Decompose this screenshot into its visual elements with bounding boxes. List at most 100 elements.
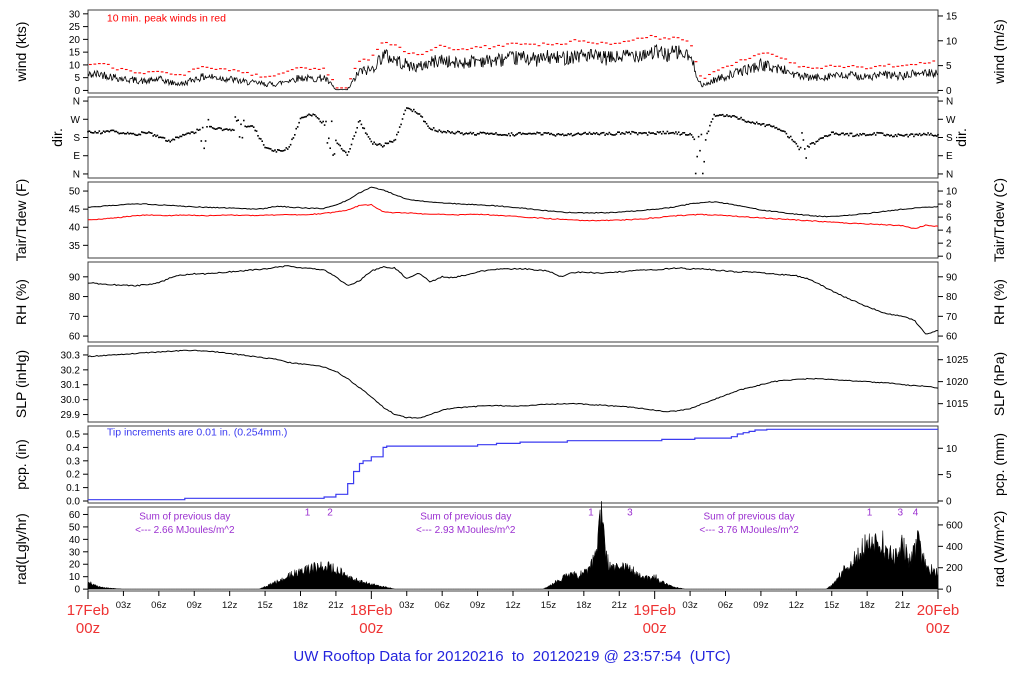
wind-dir-dot xyxy=(543,132,545,134)
time-axis: 03z 06z 09z 12z 15z 18z 21z 03z 06z 09z 12z 15z 18z 2… xyxy=(67,591,959,637)
wind-dir-dot xyxy=(745,121,748,123)
wind-dir-dot xyxy=(162,136,164,139)
y-tick-label-left: 0.5 xyxy=(66,430,80,441)
wind-dir-dot xyxy=(852,135,854,138)
x-day-label-1: 18Feb xyxy=(350,602,393,619)
wind-dir-dot xyxy=(152,135,154,137)
wind-dir-dot xyxy=(782,130,785,132)
wind-dir-dot xyxy=(373,141,375,144)
y-tick-label-right: 15 xyxy=(946,11,958,22)
wind-dir-dot xyxy=(927,132,929,134)
wind-dir-dot xyxy=(683,132,686,134)
wind-dir-dot xyxy=(506,134,509,137)
wind-dir-dot xyxy=(527,132,530,135)
wind-dir-dot xyxy=(459,132,462,135)
wind-dir-dot xyxy=(303,116,306,118)
wind-dir-dot xyxy=(298,121,300,124)
wind-dir-dot xyxy=(686,134,688,136)
wind-dir-dot xyxy=(309,114,312,116)
wind-dir-dot xyxy=(580,133,582,136)
wind-dir-dot xyxy=(356,127,358,129)
wind-dir-dot xyxy=(386,142,388,145)
axis-title-left-pcp: pcp. (in) xyxy=(13,439,29,490)
wind-dir-dot xyxy=(632,131,635,133)
series-Tdew_F xyxy=(87,203,939,229)
wind-dir-dot xyxy=(458,131,460,133)
wind-dir-dot xyxy=(332,154,334,156)
wind-dir-dot xyxy=(597,133,599,135)
wind-dir-dot xyxy=(757,123,759,125)
wind-dir-dot xyxy=(126,131,129,134)
y-tick-label-left: 0.2 xyxy=(66,470,80,481)
wind-dir-dot xyxy=(634,131,636,134)
wind-dir-dot xyxy=(556,133,558,136)
wind-dir-dot xyxy=(158,136,160,139)
wind-dir-dot xyxy=(169,141,171,143)
y-tick-label-left: 0 xyxy=(74,86,80,97)
wind-dir-dot xyxy=(306,114,309,117)
wind-dir-dot xyxy=(772,125,775,128)
y-tick-label-left: 30.0 xyxy=(61,395,81,406)
wind-dir-dot xyxy=(767,124,769,126)
wind-dir-dot xyxy=(360,123,363,126)
wind-dir-dot xyxy=(823,135,826,137)
y-tick-label-left: 30 xyxy=(69,9,81,20)
wind-dir-dot xyxy=(549,133,551,136)
y-tick-label-right: 400 xyxy=(946,542,963,553)
wind-dir-dot xyxy=(843,133,846,136)
wind-dir-dot xyxy=(413,108,415,111)
y-tick-label-right: 600 xyxy=(946,520,963,531)
wind-dir-dot xyxy=(571,134,574,137)
wind-dir-dot xyxy=(448,131,451,133)
wind-dir-dot xyxy=(595,132,598,134)
wind-dir-dot xyxy=(581,133,584,135)
wind-dir-dot xyxy=(700,133,703,136)
wind-dir-dot xyxy=(762,123,765,125)
y-tick-label-left: 40 xyxy=(69,223,81,234)
y-tick-label-left: 60 xyxy=(69,332,81,343)
wind-dir-dot xyxy=(353,135,356,137)
wind-dir-dot xyxy=(141,131,143,133)
wind-dir-dot xyxy=(653,133,656,135)
wind-dir-dot xyxy=(836,133,839,135)
wind-dir-dot xyxy=(299,117,302,120)
rad-marker-5: 3 xyxy=(897,508,903,519)
wind-dir-dot xyxy=(90,131,92,134)
panel-slp: 29.9 30.0 30.1 30.2 30.3 1015 1020 1025 SLP (inH… xyxy=(13,345,1007,423)
wind-dir-dot xyxy=(802,139,805,141)
wind-dir-dot xyxy=(486,132,489,134)
wind-dir-dot xyxy=(741,118,744,121)
axis-title-right-wind: wind (m/s) xyxy=(991,19,1007,85)
wind-dir-dot xyxy=(440,130,442,133)
wind-dir-dot xyxy=(183,134,186,136)
wind-dir-dot xyxy=(142,131,145,134)
wind-dir-dot xyxy=(719,114,721,116)
wind-dir-dot xyxy=(727,115,730,118)
wind-dir-dot xyxy=(267,147,269,149)
wind-dir-dot xyxy=(475,134,477,136)
wind-dir-dot xyxy=(406,107,408,109)
x-tick-label-minor: 09z xyxy=(470,600,486,611)
wind-dir-dot xyxy=(343,150,346,152)
wind-dir-dot xyxy=(177,136,180,139)
x-tick-label-minor: 15z xyxy=(541,600,557,611)
wind-dir-dot xyxy=(129,132,132,135)
wind-dir-dot xyxy=(934,134,936,137)
wind-dir-dot xyxy=(699,149,701,152)
wind-dir-dot xyxy=(598,133,601,136)
wind-dir-dot xyxy=(218,127,221,129)
rad-sum-value-2: <--- 3.76 MJoules/m^2 xyxy=(699,525,799,536)
wind-dir-dot xyxy=(445,131,448,134)
wind-dir-dot xyxy=(890,134,892,136)
wind-dir-dot xyxy=(648,131,650,134)
wind-dir-dot xyxy=(740,116,742,119)
wind-dir-dot xyxy=(842,132,844,134)
wind-dir-dot xyxy=(367,136,370,138)
x-tick-label-minor: 03z xyxy=(682,600,698,611)
x-tick-label-minor: 18z xyxy=(293,600,309,611)
wind-dir-dot xyxy=(272,150,275,152)
wind-dir-dot xyxy=(228,128,231,131)
wind-dir-dot xyxy=(233,129,235,131)
y-tick-label-left: 80 xyxy=(69,292,81,303)
wind-dir-dot xyxy=(540,133,543,136)
